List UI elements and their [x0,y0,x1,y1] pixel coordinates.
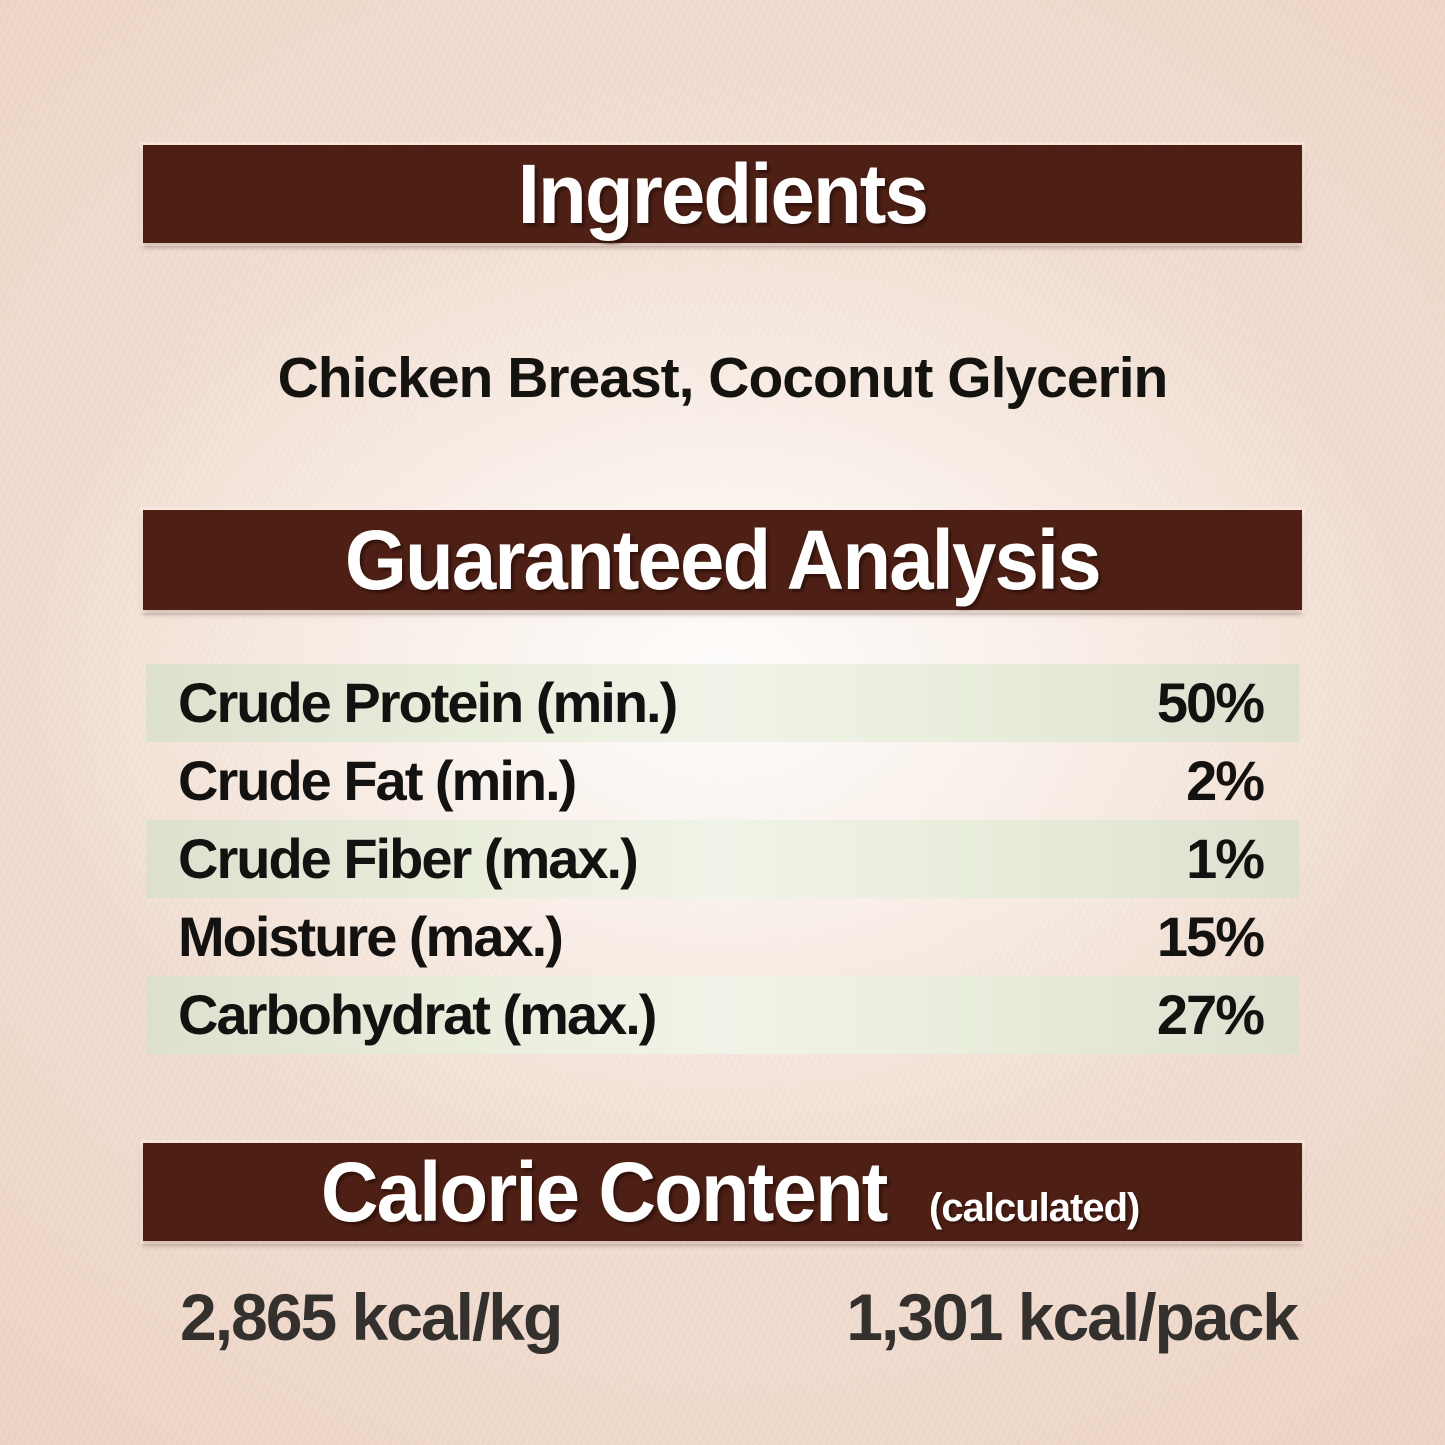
ingredients-header-bar: Ingredients [143,145,1302,243]
row-label: Crude Fiber (max.) [178,827,639,890]
kcal-per-pack: 1,301 kcal/pack [846,1280,1299,1354]
table-row: Crude Protein (min.) 50% [146,664,1299,742]
analysis-header-bar: Guaranteed Analysis [143,510,1302,610]
guaranteed-analysis-table: Crude Protein (min.) 50% Crude Fat (min.… [146,664,1299,1054]
table-row: Crude Fiber (max.) 1% [146,820,1299,898]
row-value: 1% [1186,827,1265,890]
analysis-title: Guaranteed Analysis [345,513,1102,607]
calories-subtitle: (calculated) [929,1186,1140,1230]
calories-header-bar: Calorie Content (calculated) [143,1143,1302,1241]
table-row: Moisture (max.) 15% [146,898,1299,976]
row-label: Carbohydrat (max.) [178,983,657,1046]
row-value: 15% [1156,905,1265,968]
row-label: Crude Protein (min.) [178,671,678,734]
row-value: 50% [1156,671,1265,734]
calories-title: Calorie Content [320,1145,889,1239]
calorie-values-row: 2,865 kcal/kg 1,301 kcal/pack [143,1284,1302,1350]
row-value: 27% [1156,983,1265,1046]
calories-title-group: Calorie Content (calculated) [306,1145,1141,1239]
row-value: 2% [1186,749,1265,812]
row-label: Moisture (max.) [178,905,564,968]
table-row: Crude Fat (min.) 2% [146,742,1299,820]
table-row: Carbohydrat (max.) 27% [146,976,1299,1054]
ingredients-title: Ingredients [517,147,929,241]
row-label: Crude Fat (min.) [178,749,577,812]
kcal-per-kg: 2,865 kcal/kg [180,1280,563,1354]
ingredients-list: Chicken Breast, Coconut Glycerin [277,346,1169,410]
